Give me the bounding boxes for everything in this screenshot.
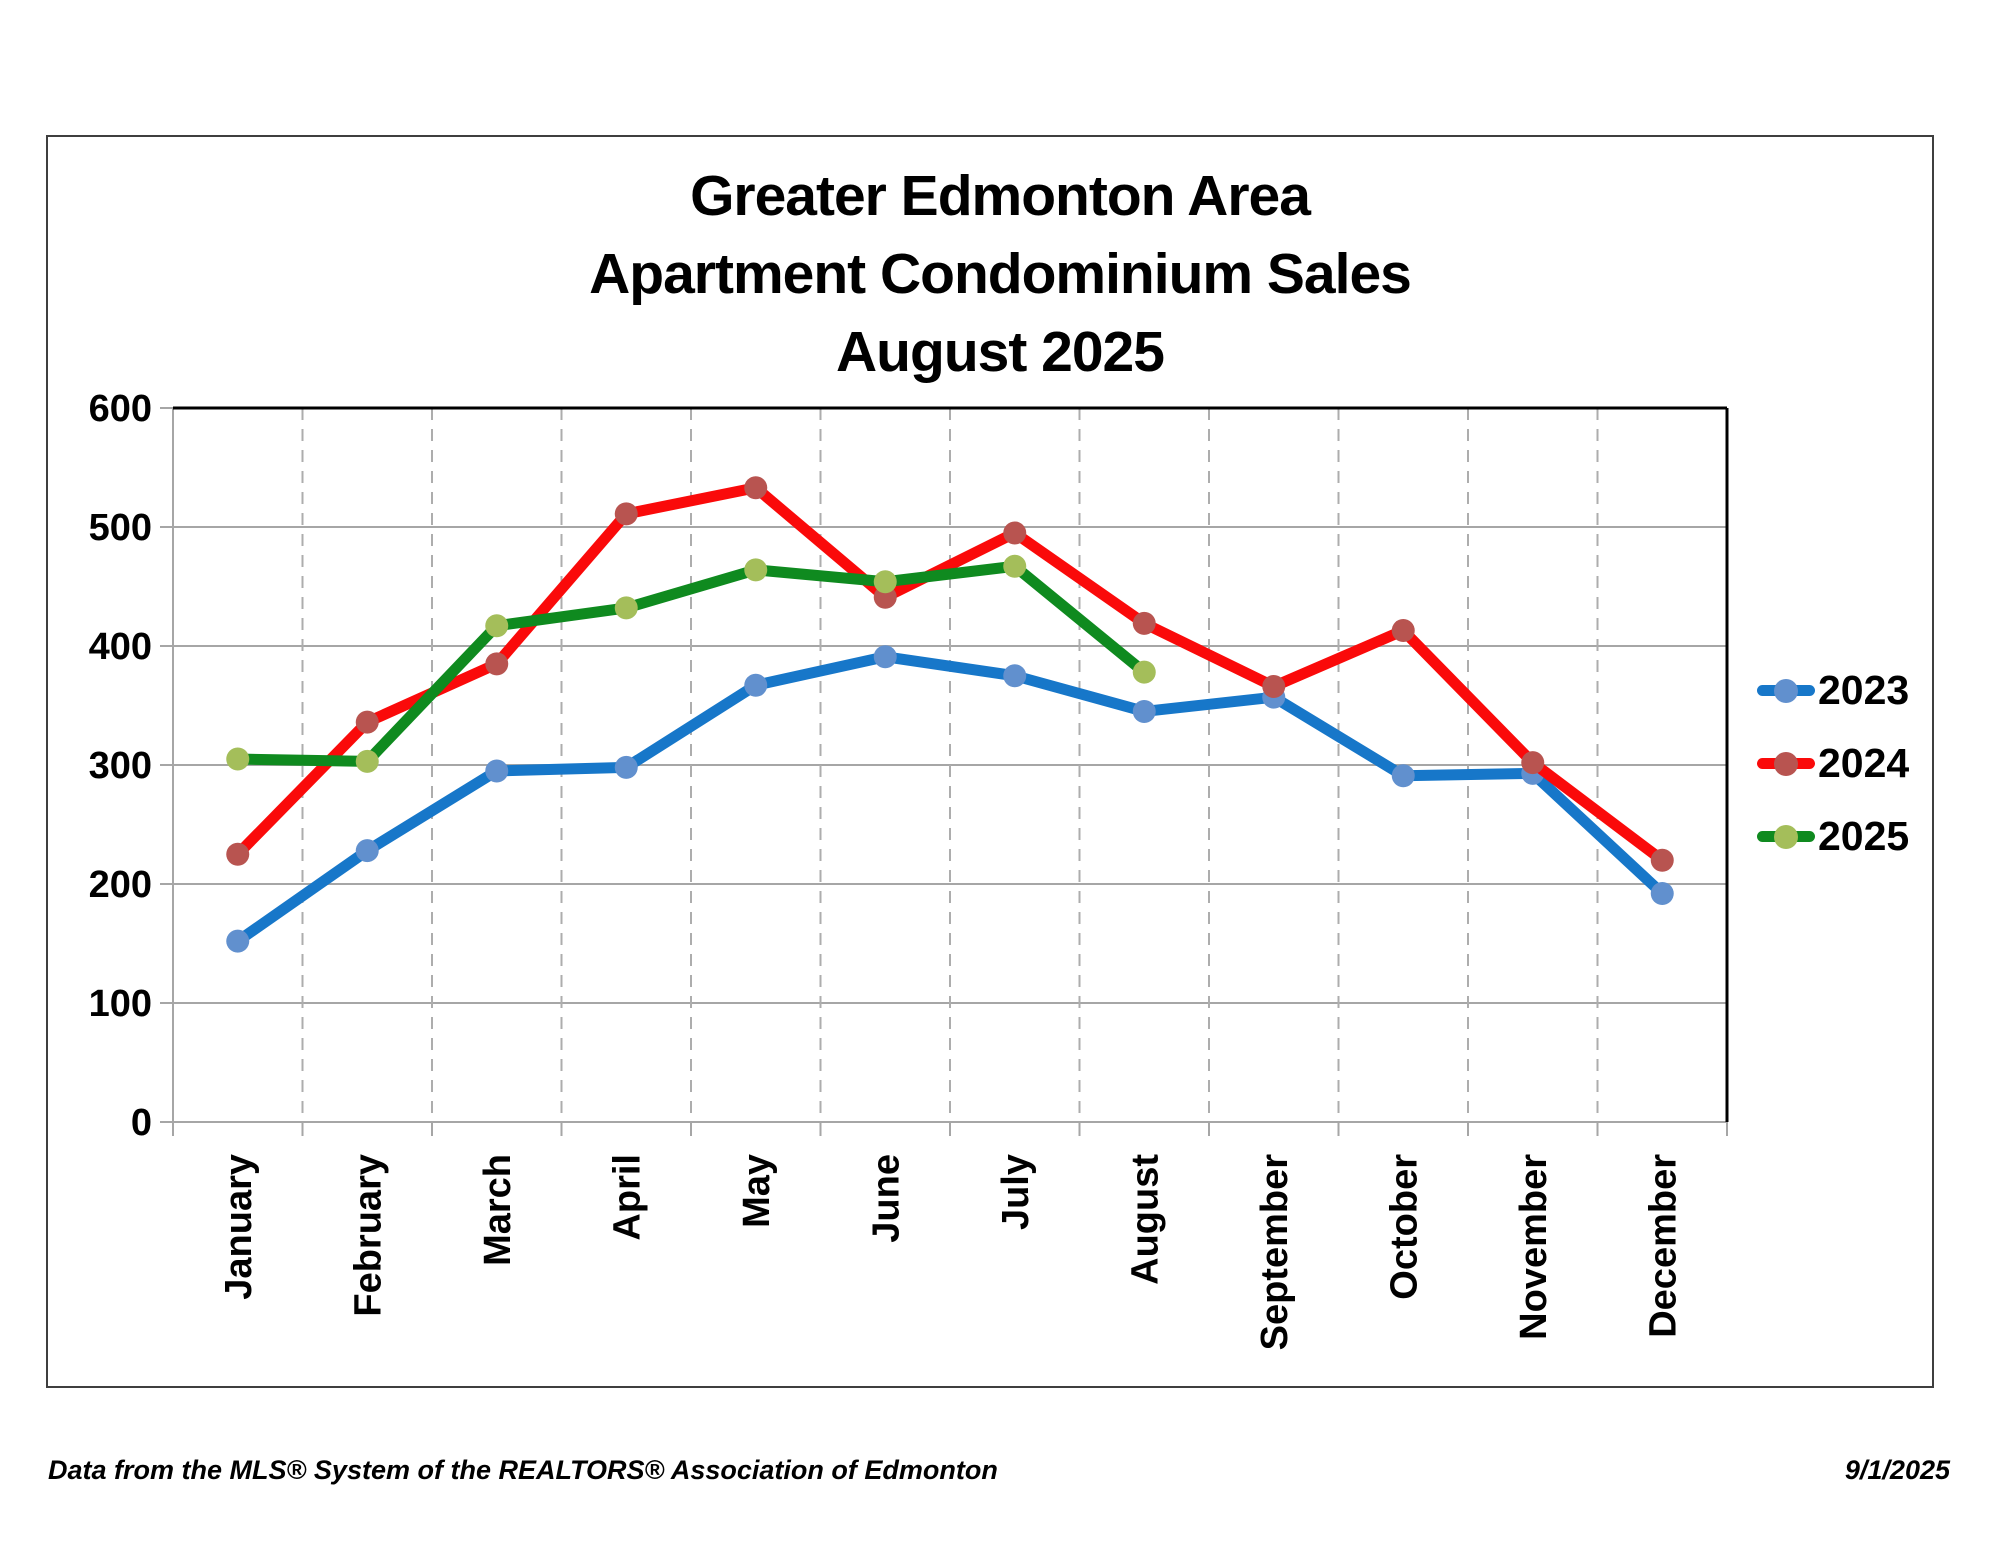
legend-item-2025: 2025 <box>1757 800 1909 873</box>
footer-date: 9/1/2025 <box>1844 1455 1950 1485</box>
x-axis-label: March <box>477 1154 519 1266</box>
marker-2025-April <box>614 596 638 620</box>
chart-title-line-2: Apartment Condominium Sales <box>589 242 1412 306</box>
marker-2024-February <box>355 710 379 734</box>
legend-item-2023: 2023 <box>1757 654 1909 727</box>
marker-2023-May <box>744 673 768 697</box>
x-axis-label: May <box>736 1154 778 1228</box>
marker-2024-December <box>1650 848 1674 872</box>
marker-2023-June <box>873 645 897 669</box>
chart-title: Greater Edmonton Area Apartment Condomin… <box>0 157 2000 391</box>
y-axis-label: 200 <box>89 864 152 906</box>
x-axis-label: June <box>865 1154 907 1243</box>
chart-title-line-1: Greater Edmonton Area <box>690 164 1311 228</box>
marker-2024-January <box>226 842 250 866</box>
marker-2023-March <box>485 759 509 783</box>
marker-2023-January <box>226 929 250 953</box>
y-axis-label: 0 <box>131 1102 152 1144</box>
y-axis-label: 100 <box>89 983 152 1025</box>
legend-marker-dot <box>1774 751 1798 776</box>
legend-label: 2023 <box>1818 667 1910 713</box>
marker-2023-October <box>1391 764 1415 788</box>
legend-label: 2024 <box>1818 740 1910 786</box>
chart-title-line-3: August 2025 <box>836 320 1165 384</box>
x-axis-label: September <box>1254 1154 1296 1351</box>
series-line-2023 <box>232 651 1668 947</box>
marker-2025-July <box>1003 554 1027 578</box>
legend-line-swatch <box>1757 678 1815 703</box>
marker-2024-July <box>1003 521 1027 545</box>
legend-marker-dot <box>1774 824 1798 849</box>
x-axis-label: April <box>606 1154 648 1241</box>
x-axis-label: August <box>1124 1154 1166 1285</box>
marker-2025-August <box>1132 660 1156 684</box>
legend-label: 2025 <box>1818 813 1910 859</box>
marker-2024-March <box>485 652 509 676</box>
marker-2024-August <box>1132 611 1156 635</box>
series-line-2025 <box>232 560 1150 767</box>
marker-2024-May <box>744 476 768 500</box>
marker-2023-April <box>614 755 638 779</box>
marker-2025-June <box>873 570 897 594</box>
y-axis-label: 400 <box>89 626 152 668</box>
marker-2024-November <box>1521 751 1545 775</box>
legend-line-swatch <box>1757 751 1815 776</box>
x-axis-label: February <box>347 1154 389 1317</box>
marker-2025-February <box>355 749 379 773</box>
marker-2023-August <box>1132 699 1156 723</box>
marker-2023-July <box>1003 664 1027 688</box>
y-axis-label: 500 <box>89 507 152 549</box>
marker-2025-May <box>744 558 768 582</box>
x-axis-label: December <box>1642 1154 1684 1338</box>
x-axis-label: January <box>218 1154 260 1300</box>
marker-2025-March <box>485 614 509 638</box>
marker-2024-April <box>614 502 638 526</box>
series-line-2024 <box>232 482 1668 866</box>
marker-2025-January <box>226 747 250 771</box>
y-axis-label: 600 <box>89 388 152 430</box>
x-axis-label: November <box>1513 1154 1555 1340</box>
x-axis-label: July <box>995 1154 1037 1230</box>
legend-item-2024: 2024 <box>1757 727 1909 800</box>
marker-2024-September <box>1262 674 1286 698</box>
footer-source: Data from the MLS® System of the REALTOR… <box>48 1455 998 1485</box>
legend-marker-dot <box>1774 678 1798 703</box>
x-axis-label: October <box>1383 1154 1425 1300</box>
y-axis-label: 300 <box>89 745 152 787</box>
marker-2023-December <box>1650 882 1674 906</box>
marker-2023-February <box>355 839 379 863</box>
legend: 2023 2024 2025 <box>1757 654 1909 873</box>
marker-2024-October <box>1391 619 1415 643</box>
legend-line-swatch <box>1757 824 1815 849</box>
